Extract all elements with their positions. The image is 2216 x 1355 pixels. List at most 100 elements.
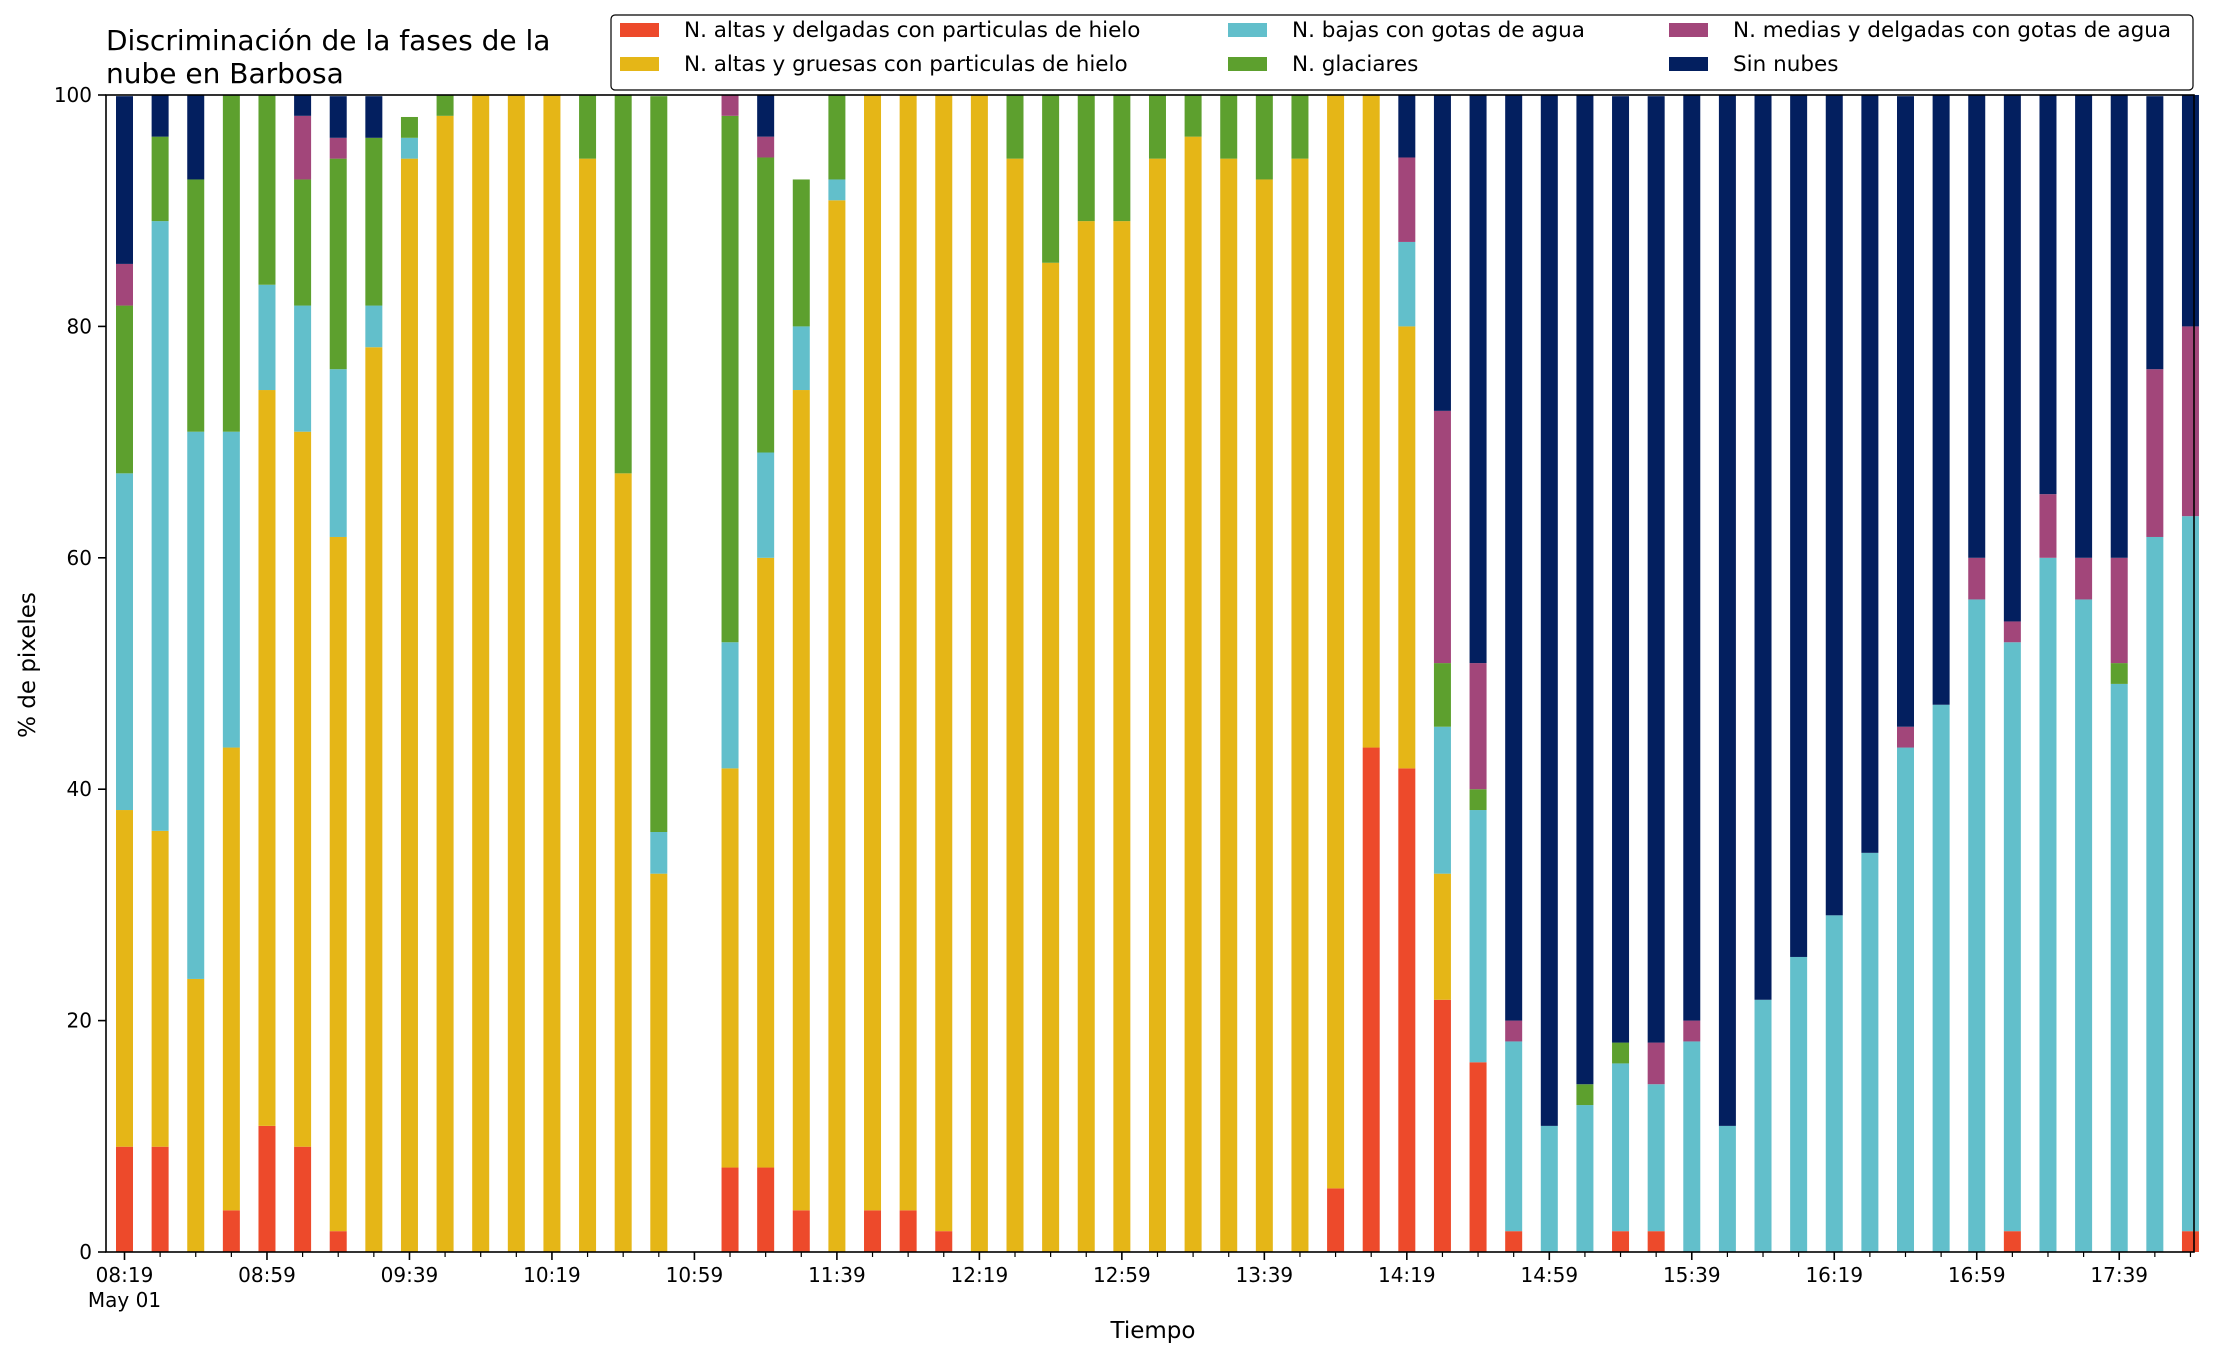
bar-segment-1-39 xyxy=(1469,1062,1487,1252)
bar-segment-2-23 xyxy=(899,95,917,1211)
bar-segment-6-3 xyxy=(187,95,205,180)
bar-segment-5-58 xyxy=(2146,369,2164,537)
bar-segment-5-40 xyxy=(1505,1020,1523,1042)
bar-segment-3-44 xyxy=(1647,1084,1665,1232)
bar-segment-3-41 xyxy=(1540,1125,1558,1252)
bar-segment-1-22 xyxy=(864,1210,882,1252)
bar-segment-3-40 xyxy=(1505,1041,1523,1232)
x-tick-label-11: 15:39 xyxy=(1663,1263,1721,1287)
bar-segment-2-1 xyxy=(116,810,133,1147)
bar-segment-4-1 xyxy=(116,305,133,474)
bar-segment-4-29 xyxy=(1113,95,1131,222)
bar-segment-3-54 xyxy=(2003,642,2021,1232)
y-tick-label-3: 60 xyxy=(67,546,92,570)
bar-segment-6-37 xyxy=(1398,95,1416,158)
plot-frame xyxy=(105,94,2195,1253)
bar-segment-2-25 xyxy=(970,95,988,1252)
bar-segment-5-44 xyxy=(1647,1042,1665,1085)
bar-segment-6-39 xyxy=(1469,95,1487,664)
y-tick-label-0: 0 xyxy=(79,1240,92,1264)
bar-segment-6-54 xyxy=(2003,95,2021,622)
bar-segment-6-43 xyxy=(1612,96,1630,1043)
bar-segment-3-16 xyxy=(650,832,668,874)
bars-group xyxy=(116,95,2199,1253)
bar-segment-6-58 xyxy=(2146,96,2164,370)
bar-segment-6-52 xyxy=(1932,95,1950,705)
bar-segment-6-40 xyxy=(1505,95,1523,1021)
bar-segment-3-53 xyxy=(1968,599,1986,1252)
bar-segment-3-47 xyxy=(1754,999,1772,1252)
bar-segment-1-44 xyxy=(1647,1231,1665,1252)
bar-segment-5-59 xyxy=(2181,326,2199,517)
bar-segment-2-36 xyxy=(1362,95,1380,748)
bar-segment-5-1 xyxy=(116,263,133,306)
bar-segment-1-40 xyxy=(1505,1231,1523,1252)
legend-label-5: N. medias y delgadas con gotas de agua xyxy=(1733,18,2171,43)
x-tick-date-label: May 01 xyxy=(88,1288,161,1312)
bar-segment-3-38 xyxy=(1433,726,1451,874)
bar-segment-2-27 xyxy=(1042,262,1060,1252)
chart-title: Discriminación de la fases de la nube en… xyxy=(106,24,559,90)
bar-segment-4-5 xyxy=(258,95,276,285)
bar-segment-6-44 xyxy=(1647,96,1665,1043)
bar-segment-2-15 xyxy=(614,473,632,1253)
bar-segment-4-33 xyxy=(1255,95,1273,180)
bar-segment-2-33 xyxy=(1255,179,1273,1253)
bar-segment-3-55 xyxy=(2039,557,2057,1252)
legend: N. altas y delgadas con particulas de hi… xyxy=(610,14,2194,91)
bar-segment-1-19 xyxy=(757,1167,775,1252)
x-tick-label-12: 16:19 xyxy=(1805,1263,1863,1287)
bar-segment-5-6 xyxy=(294,115,312,180)
bar-segment-4-3 xyxy=(187,179,205,432)
bar-segment-3-46 xyxy=(1718,1125,1736,1252)
bar-segment-5-18 xyxy=(721,95,739,116)
x-tick-label-6: 12:19 xyxy=(951,1263,1009,1287)
legend-swatch-6 xyxy=(1669,57,1708,71)
legend-label-6: Sin nubes xyxy=(1733,52,1838,77)
bar-segment-2-2 xyxy=(151,830,169,1147)
bar-segment-4-39 xyxy=(1469,789,1487,811)
bar-segment-2-37 xyxy=(1398,326,1416,769)
bar-segment-6-19 xyxy=(757,95,775,137)
bar-segment-2-34 xyxy=(1291,158,1309,1252)
bar-segment-6-42 xyxy=(1576,95,1594,1085)
x-tick-label-3: 10:19 xyxy=(523,1263,581,1287)
bar-segment-3-58 xyxy=(2146,536,2164,1252)
bar-segment-1-59 xyxy=(2181,1231,2199,1252)
legend-label-2: N. altas y gruesas con particulas de hie… xyxy=(684,52,1128,77)
bar-segment-6-59 xyxy=(2181,95,2199,327)
bar-segment-2-16 xyxy=(650,873,668,1252)
bar-segment-4-16 xyxy=(650,96,668,833)
bar-segment-2-22 xyxy=(864,95,882,1211)
legend-box xyxy=(610,14,2194,91)
bar-segment-6-55 xyxy=(2039,95,2057,495)
bar-segment-2-9 xyxy=(400,158,418,1252)
bar-segment-3-19 xyxy=(757,452,775,558)
bar-segment-2-3 xyxy=(187,978,205,1252)
bar-segment-6-46 xyxy=(1718,95,1736,1126)
x-tick-label-14: 17:39 xyxy=(2090,1263,2148,1287)
bar-segment-2-18 xyxy=(721,768,739,1168)
bar-segment-4-27 xyxy=(1042,95,1060,263)
bar-segment-3-20 xyxy=(792,326,810,391)
bar-segment-2-30 xyxy=(1148,158,1166,1252)
bar-segment-2-6 xyxy=(294,431,312,1147)
bar-segment-6-38 xyxy=(1433,95,1451,411)
bar-segment-6-49 xyxy=(1825,95,1843,916)
bar-segment-3-3 xyxy=(187,431,205,979)
bar-segment-1-37 xyxy=(1398,768,1416,1252)
legend-swatch-4 xyxy=(1228,57,1267,71)
y-tick-label-1: 20 xyxy=(67,1009,92,1033)
y-tick-label-5: 100 xyxy=(54,83,92,107)
bar-segment-3-45 xyxy=(1683,1041,1701,1252)
bar-segment-1-35 xyxy=(1327,1188,1345,1252)
bar-segment-4-4 xyxy=(222,95,240,432)
bar-segment-3-59 xyxy=(2181,516,2199,1232)
bar-segment-3-49 xyxy=(1825,915,1843,1252)
bar-segment-5-51 xyxy=(1897,726,1914,748)
x-tick-label-4: 10:59 xyxy=(666,1263,724,1287)
bar-segment-4-30 xyxy=(1148,95,1166,159)
bar-segment-6-2 xyxy=(151,95,169,137)
bar-segment-5-19 xyxy=(757,136,775,158)
bar-segment-4-31 xyxy=(1184,95,1202,137)
